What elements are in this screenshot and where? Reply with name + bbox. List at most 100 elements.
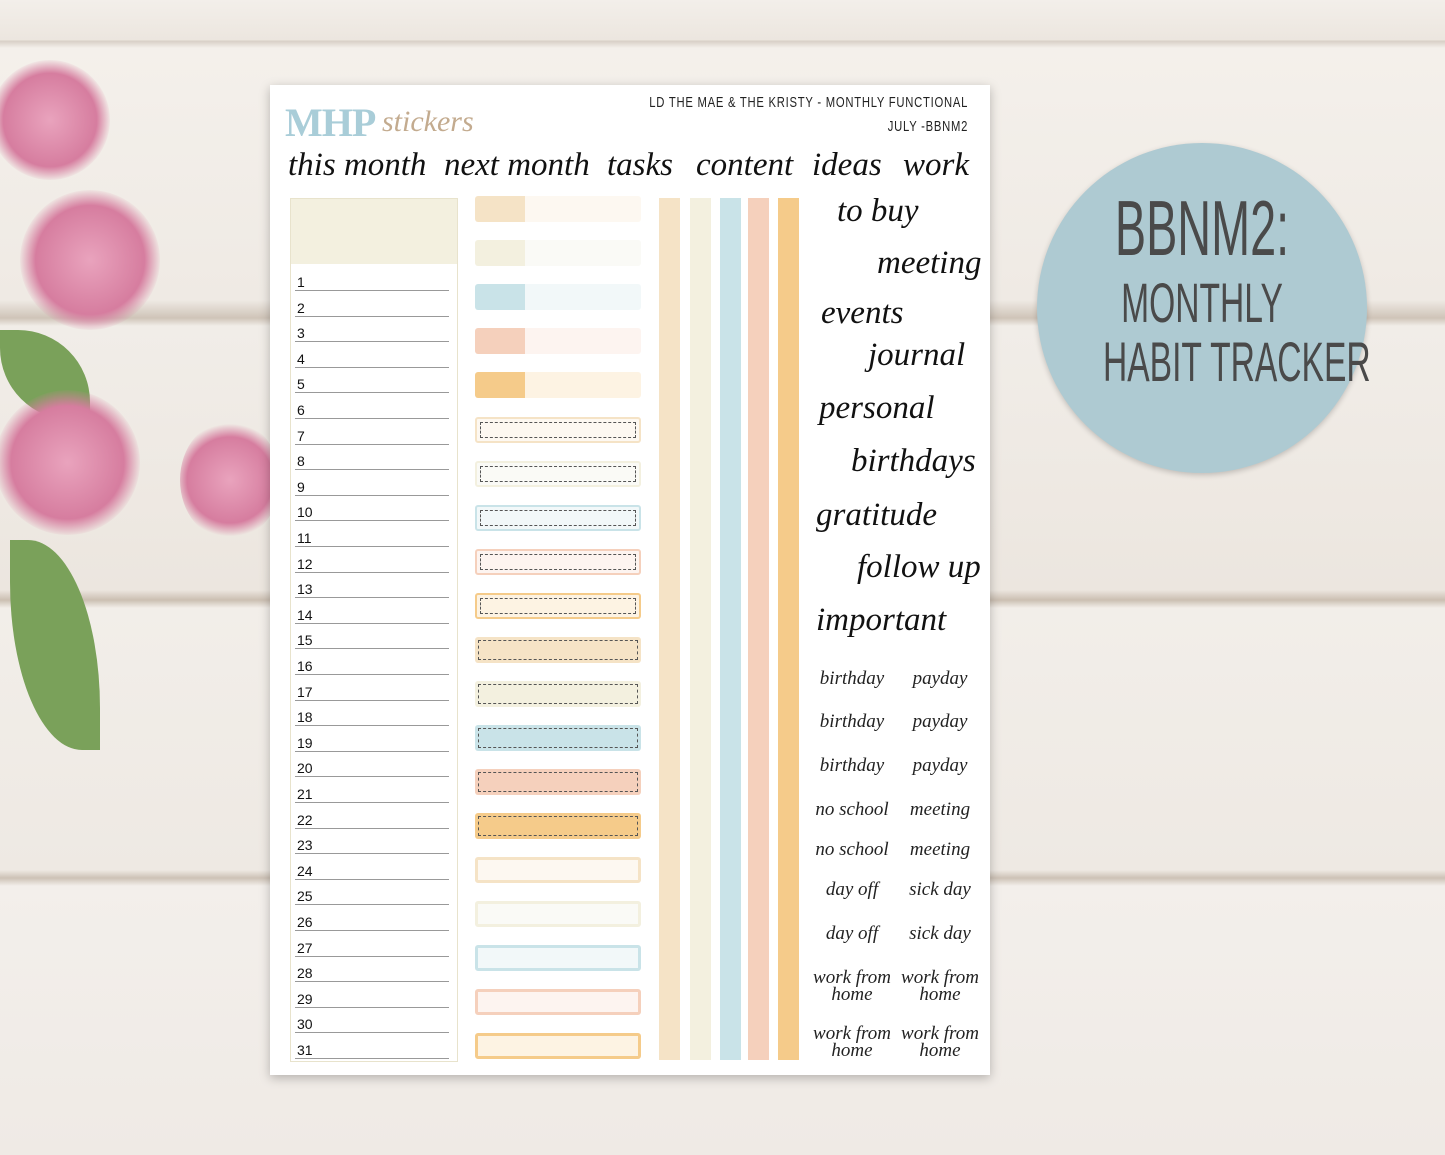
column-header-fill bbox=[291, 199, 457, 264]
small-sticker: payday bbox=[912, 668, 968, 689]
day-row: 15 bbox=[295, 623, 449, 650]
small-sticker: birthday bbox=[819, 755, 885, 776]
dashed-outline bbox=[480, 422, 636, 438]
word-sticker: gratitude bbox=[816, 497, 937, 533]
dashed-outline bbox=[480, 554, 636, 570]
dashed-outline bbox=[478, 728, 638, 748]
day-row: 16 bbox=[295, 649, 449, 675]
small-sticker: day off bbox=[825, 923, 879, 944]
color-tab-sticker bbox=[475, 284, 641, 310]
day-row: 28 bbox=[295, 956, 449, 983]
color-strip bbox=[778, 198, 799, 1060]
flower bbox=[0, 60, 110, 180]
day-row: 21 bbox=[295, 777, 449, 803]
color-strip bbox=[720, 198, 741, 1060]
day-row: 20 bbox=[295, 751, 449, 778]
dashed-fill-sticker bbox=[475, 725, 641, 751]
color-tab-sticker bbox=[475, 240, 641, 266]
small-sticker: payday bbox=[912, 755, 968, 776]
day-row: 2 bbox=[295, 291, 449, 317]
dashed-box-sticker bbox=[475, 505, 641, 531]
day-row: 29 bbox=[295, 982, 449, 1008]
dashed-outline bbox=[480, 510, 636, 526]
logo-brand: MHP bbox=[285, 100, 376, 145]
day-row: 12 bbox=[295, 547, 449, 573]
day-row: 6 bbox=[295, 393, 449, 419]
day-row: 26 bbox=[295, 905, 449, 931]
dashed-outline bbox=[480, 598, 636, 614]
outline-box-sticker bbox=[475, 901, 641, 927]
small-sticker: sick day bbox=[909, 879, 971, 900]
day-row: 1 bbox=[295, 265, 449, 291]
small-sticker: birthday bbox=[819, 668, 885, 689]
heading-5: work bbox=[903, 147, 969, 183]
day-row: 31 bbox=[295, 1033, 449, 1059]
day-row: 7 bbox=[295, 419, 449, 445]
dashed-outline bbox=[478, 640, 638, 660]
word-sticker: birthdays bbox=[851, 443, 976, 479]
small-sticker: payday bbox=[912, 711, 968, 732]
day-row: 19 bbox=[295, 726, 449, 752]
day-row: 24 bbox=[295, 854, 449, 880]
outline-box-sticker bbox=[475, 857, 641, 883]
day-row: 30 bbox=[295, 1007, 449, 1034]
small-sticker: work from home bbox=[813, 1023, 891, 1061]
small-sticker: meeting bbox=[909, 799, 971, 820]
small-sticker: meeting bbox=[909, 839, 971, 860]
heading-3: content bbox=[696, 147, 794, 183]
color-tab-sticker bbox=[475, 328, 641, 354]
badge-code: BBNM2: bbox=[1114, 184, 1290, 272]
small-sticker: work from home bbox=[901, 1023, 979, 1061]
word-sticker: to buy bbox=[837, 193, 919, 229]
sheet-subtitle: JULY -BBNM2 bbox=[887, 118, 968, 135]
small-sticker: work from home bbox=[901, 967, 979, 1005]
color-strip bbox=[659, 198, 680, 1060]
outline-box-sticker bbox=[475, 989, 641, 1015]
badge-line2: MONTHLY bbox=[1121, 271, 1283, 334]
word-sticker: events bbox=[821, 295, 904, 331]
flower bbox=[0, 390, 140, 535]
dashed-fill-sticker bbox=[475, 637, 641, 663]
day-column: 1 2 3 4 5 6 7 8 9 10 11 12 13 14 15 16 17 18 19 20 21 22 23 24 2… bbox=[290, 198, 458, 1062]
logo-script: stickers bbox=[382, 105, 474, 138]
small-sticker: no school bbox=[815, 799, 889, 820]
day-row: 13 bbox=[295, 572, 449, 599]
dashed-fill-sticker bbox=[475, 813, 641, 839]
word-sticker: meeting bbox=[877, 245, 982, 281]
small-sticker: no school bbox=[815, 839, 889, 860]
day-row: 11 bbox=[295, 521, 449, 547]
small-sticker: day off bbox=[825, 879, 879, 900]
dashed-box-sticker bbox=[475, 549, 641, 575]
flower bbox=[20, 190, 160, 330]
flower bbox=[180, 420, 280, 540]
color-tab-sticker bbox=[475, 372, 641, 398]
outline-box-sticker bbox=[475, 945, 641, 971]
heading-2: tasks bbox=[607, 147, 673, 183]
day-row: 23 bbox=[295, 828, 449, 855]
dashed-box-sticker bbox=[475, 461, 641, 487]
day-row: 22 bbox=[295, 803, 449, 829]
product-badge: BBNM2: MONTHLY HABIT TRACKER bbox=[1037, 143, 1371, 473]
heading-0: this month bbox=[288, 147, 427, 183]
small-sticker: birthday bbox=[819, 711, 885, 732]
badge-line3: HABIT TRACKER bbox=[1103, 330, 1371, 393]
heading-1: next month bbox=[444, 147, 590, 183]
dashed-fill-sticker bbox=[475, 769, 641, 795]
color-strip bbox=[690, 198, 711, 1060]
dashed-outline bbox=[478, 684, 638, 704]
day-row: 17 bbox=[295, 675, 449, 701]
dashed-outline bbox=[478, 816, 638, 836]
dashed-outline bbox=[478, 772, 638, 792]
outline-box-sticker bbox=[475, 1033, 641, 1059]
day-row: 5 bbox=[295, 367, 449, 394]
day-row: 14 bbox=[295, 598, 449, 624]
heading-4: ideas bbox=[812, 147, 882, 183]
sticker-sheet: MHP stickers LD THE MAE & THE KRISTY - M… bbox=[270, 85, 990, 1075]
day-row: 18 bbox=[295, 700, 449, 727]
dashed-fill-sticker bbox=[475, 681, 641, 707]
word-sticker: personal bbox=[819, 390, 935, 426]
day-row: 9 bbox=[295, 470, 449, 496]
word-sticker: important bbox=[816, 602, 947, 638]
day-row: 27 bbox=[295, 931, 449, 957]
color-tab-sticker bbox=[475, 196, 641, 222]
